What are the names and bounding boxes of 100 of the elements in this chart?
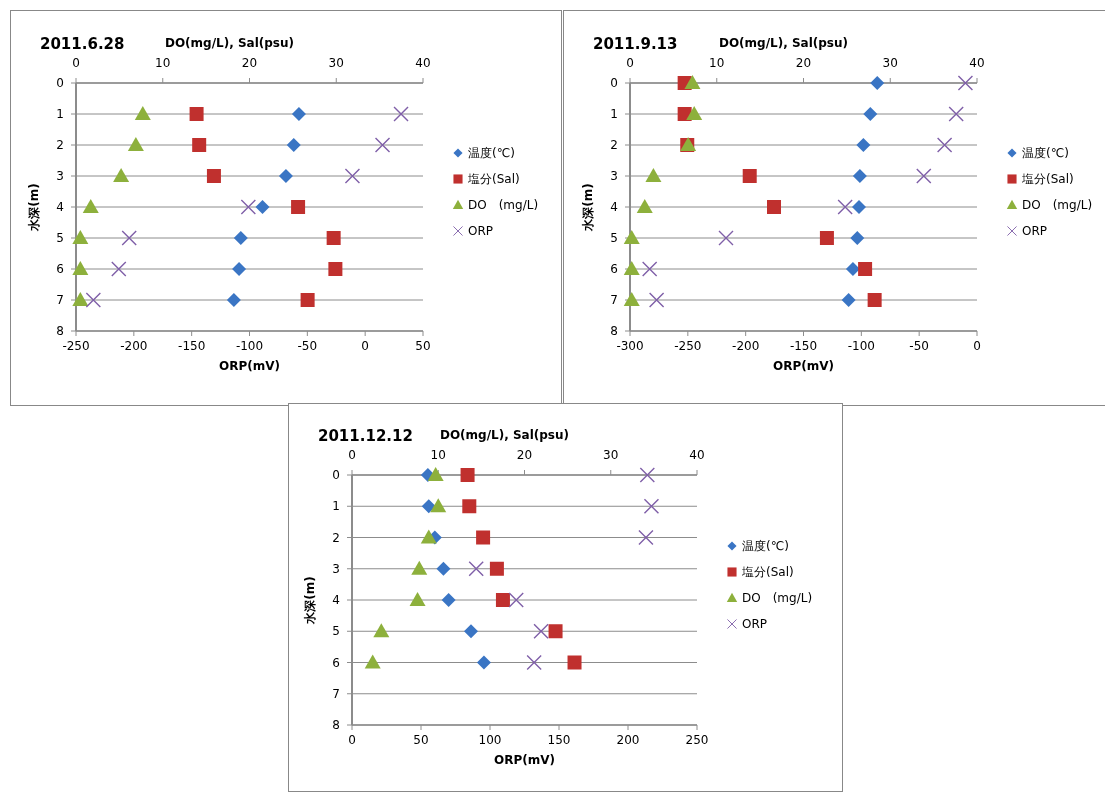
x-tick-label: 100 xyxy=(478,733,502,747)
x-tick-label: -200 xyxy=(732,339,760,353)
point xyxy=(526,654,542,671)
y-tick-label: 7 xyxy=(56,293,64,307)
y-tick-label: 3 xyxy=(332,561,340,576)
x-tick-label: 0 xyxy=(348,733,356,747)
y-tick-label: 7 xyxy=(610,293,618,307)
x-axis-title: ORP(mV) xyxy=(494,753,555,767)
point xyxy=(240,199,257,215)
legend-label: ORP xyxy=(1022,224,1048,238)
legend-label: ORP xyxy=(742,617,768,631)
x-tick-label: -150 xyxy=(789,339,818,353)
y-tick-label: 1 xyxy=(332,499,340,514)
chart-title: 2011.6.28 xyxy=(40,35,125,53)
x2-tick-label: 0 xyxy=(348,448,356,462)
y-tick-label: 2 xyxy=(56,138,64,152)
y-tick-label: 4 xyxy=(610,200,618,214)
legend-label: DO (mg/L) xyxy=(468,198,539,212)
x-tick-label: -100 xyxy=(235,339,264,353)
x2-tick-label: 0 xyxy=(626,56,634,70)
x-tick-label: -250 xyxy=(674,339,702,353)
x2-tick-label: 40 xyxy=(415,56,431,70)
x2-tick-label: 10 xyxy=(430,448,446,462)
legend-label: 塩分(Sal) xyxy=(741,565,794,579)
x2-tick-label: 10 xyxy=(709,56,725,70)
y-tick-label: 2 xyxy=(610,138,618,152)
x2-axis-title: DO(mg/L), Sal(psu) xyxy=(164,36,295,50)
y-axis-title: 水深(m) xyxy=(581,183,595,232)
x-tick-label: 0 xyxy=(973,339,981,353)
x-axis-title: ORP(mV) xyxy=(219,359,280,373)
point xyxy=(641,261,658,277)
chart-title: 2011.9.13 xyxy=(593,35,678,53)
y-tick-label: 0 xyxy=(610,76,618,90)
point xyxy=(344,168,361,184)
y-tick-label: 2 xyxy=(332,530,340,545)
y-tick-label: 7 xyxy=(332,686,340,701)
y-tick-label: 8 xyxy=(332,718,340,732)
point xyxy=(638,529,654,546)
y-tick-label: 6 xyxy=(332,655,340,670)
y-tick-label: 4 xyxy=(332,593,340,607)
x2-tick-label: 30 xyxy=(882,56,898,70)
legend-label: 塩分(Sal) xyxy=(1021,172,1074,186)
point xyxy=(718,230,734,246)
y-axis-title: 水深(m) xyxy=(27,183,41,232)
y-tick-label: 4 xyxy=(56,200,64,214)
y-tick-label: 0 xyxy=(56,76,64,90)
y-tick-label: 5 xyxy=(56,231,64,245)
legend-label: ORP xyxy=(468,224,494,238)
y-axis-title: 水深(m) xyxy=(303,576,317,625)
point xyxy=(111,261,127,277)
x2-tick-label: 10 xyxy=(155,56,171,70)
point xyxy=(957,75,974,91)
y-tick-label: 6 xyxy=(56,262,64,276)
x-tick-label: 200 xyxy=(616,733,640,747)
y-tick-label: 0 xyxy=(332,468,340,482)
x2-tick-label: 20 xyxy=(241,56,258,70)
point xyxy=(121,230,137,246)
x2-tick-label: 30 xyxy=(603,448,619,462)
legend-label: DO (mg/L) xyxy=(742,591,813,605)
x-tick-label: -150 xyxy=(178,339,206,353)
x2-tick-label: 0 xyxy=(72,56,80,70)
legend-label: 塩分(Sal) xyxy=(467,172,520,186)
y-tick-label: 5 xyxy=(610,231,618,245)
y-tick-label: 3 xyxy=(56,169,64,183)
x-tick-label: -50 xyxy=(909,339,929,353)
x-tick-label: 250 xyxy=(685,733,709,747)
y-tick-label: 1 xyxy=(610,107,618,121)
x2-tick-label: 20 xyxy=(795,56,812,70)
point xyxy=(916,168,932,184)
legend-label: 温度(℃) xyxy=(1022,146,1069,160)
x-tick-label: -250 xyxy=(62,339,90,353)
legend-label: DO (mg/L) xyxy=(1022,198,1093,212)
y-tick-label: 8 xyxy=(610,324,618,338)
legend-label: 温度(℃) xyxy=(468,146,515,160)
x-tick-label: -100 xyxy=(847,339,875,353)
y-tick-label: 6 xyxy=(610,262,618,276)
legend-label: 温度(℃) xyxy=(742,539,789,553)
chart-title: 2011.12.12 xyxy=(318,427,413,445)
x2-tick-label: 20 xyxy=(516,448,533,462)
point xyxy=(643,498,660,514)
point xyxy=(936,137,953,153)
x-axis-title: ORP(mV) xyxy=(773,359,834,373)
y-tick-label: 5 xyxy=(332,624,340,639)
x2-axis-title: DO(mg/L), Sal(psu) xyxy=(718,36,849,50)
x2-tick-label: 40 xyxy=(969,56,985,70)
point xyxy=(374,137,391,153)
x-tick-label: -300 xyxy=(616,339,644,353)
x2-axis-title: DO(mg/L), Sal(psu) xyxy=(439,428,570,442)
point xyxy=(533,623,549,639)
x2-tick-label: 30 xyxy=(328,56,344,70)
x2-tick-label: 40 xyxy=(689,448,705,462)
point xyxy=(948,106,964,122)
point xyxy=(508,592,524,608)
y-tick-label: 8 xyxy=(56,324,64,338)
point xyxy=(639,467,656,483)
x-tick-label: 50 xyxy=(415,339,431,353)
x-tick-label: 150 xyxy=(547,733,571,747)
point xyxy=(648,292,665,308)
x-tick-label: -50 xyxy=(297,339,318,353)
y-tick-label: 3 xyxy=(610,169,618,183)
